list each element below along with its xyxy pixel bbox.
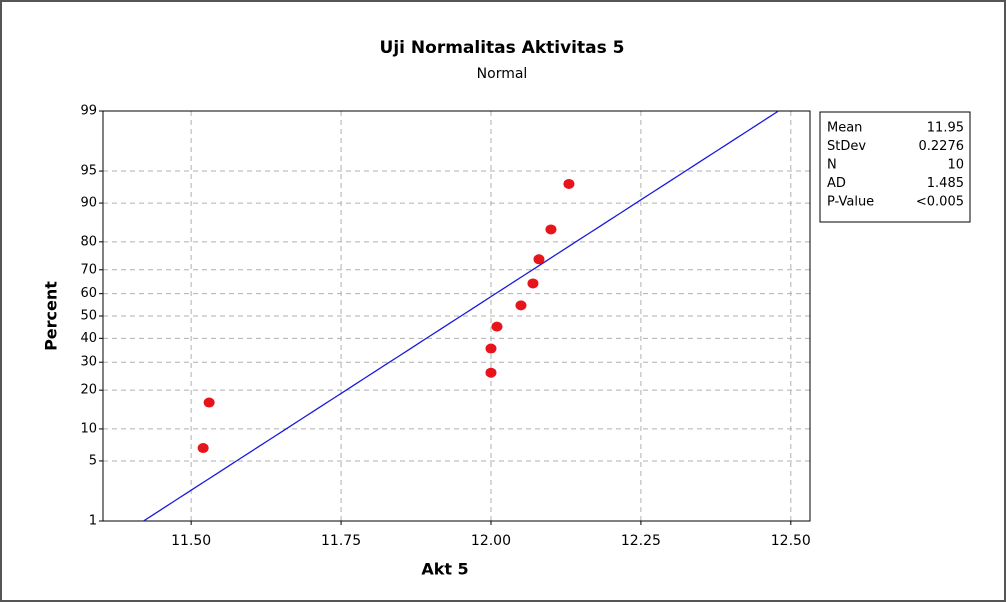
y-tick-label: 60 [80, 286, 97, 301]
y-axis-label: Percent [42, 281, 61, 351]
y-tick-label: 70 [80, 262, 97, 277]
plot-area [102, 110, 811, 522]
stat-value: 1.485 [927, 176, 964, 191]
y-tick-label: 40 [80, 331, 97, 346]
point [485, 367, 497, 378]
y-tick-label: 95 [80, 164, 97, 179]
chart-subtitle: Normal [477, 66, 528, 82]
y-tick-label: 10 [80, 421, 97, 436]
stat-name: AD [827, 176, 846, 191]
fit-line [143, 110, 779, 522]
chart-title: Uji Normalitas Aktivitas 5 [380, 38, 625, 58]
x-axis-label: Akt 5 [421, 560, 468, 579]
y-tick-label: 5 [89, 453, 97, 468]
point [533, 254, 545, 265]
stats-box [819, 111, 971, 223]
stat-name: P-Value [827, 195, 874, 210]
stat-value: <0.005 [916, 195, 964, 210]
y-tick-label: 1 [89, 514, 97, 529]
x-tick-label: 11.50 [171, 533, 211, 549]
point [197, 443, 209, 454]
y-tick-label: 20 [80, 383, 97, 398]
point [485, 343, 497, 354]
point [203, 397, 215, 408]
y-tick-label: 50 [80, 309, 97, 324]
point [545, 224, 557, 235]
y-tick-label: 80 [80, 234, 97, 249]
stat-name: Mean [827, 121, 862, 136]
x-tick-label: 12.50 [771, 533, 811, 549]
point [491, 321, 503, 332]
stat-name: N [827, 158, 837, 173]
point [515, 300, 527, 311]
x-tick-label: 12.25 [621, 533, 661, 549]
y-tick-label: 90 [80, 196, 97, 211]
stat-value: 11.95 [927, 121, 964, 136]
point [527, 278, 539, 289]
stat-value: 10 [947, 158, 964, 173]
point [563, 178, 575, 189]
stat-name: StDev [827, 139, 866, 154]
x-tick-label: 11.75 [321, 533, 361, 549]
x-tick-label: 12.00 [471, 533, 511, 549]
stat-value: 0.2276 [919, 139, 965, 154]
y-tick-label: 99 [80, 104, 97, 119]
y-tick-label: 30 [80, 355, 97, 370]
